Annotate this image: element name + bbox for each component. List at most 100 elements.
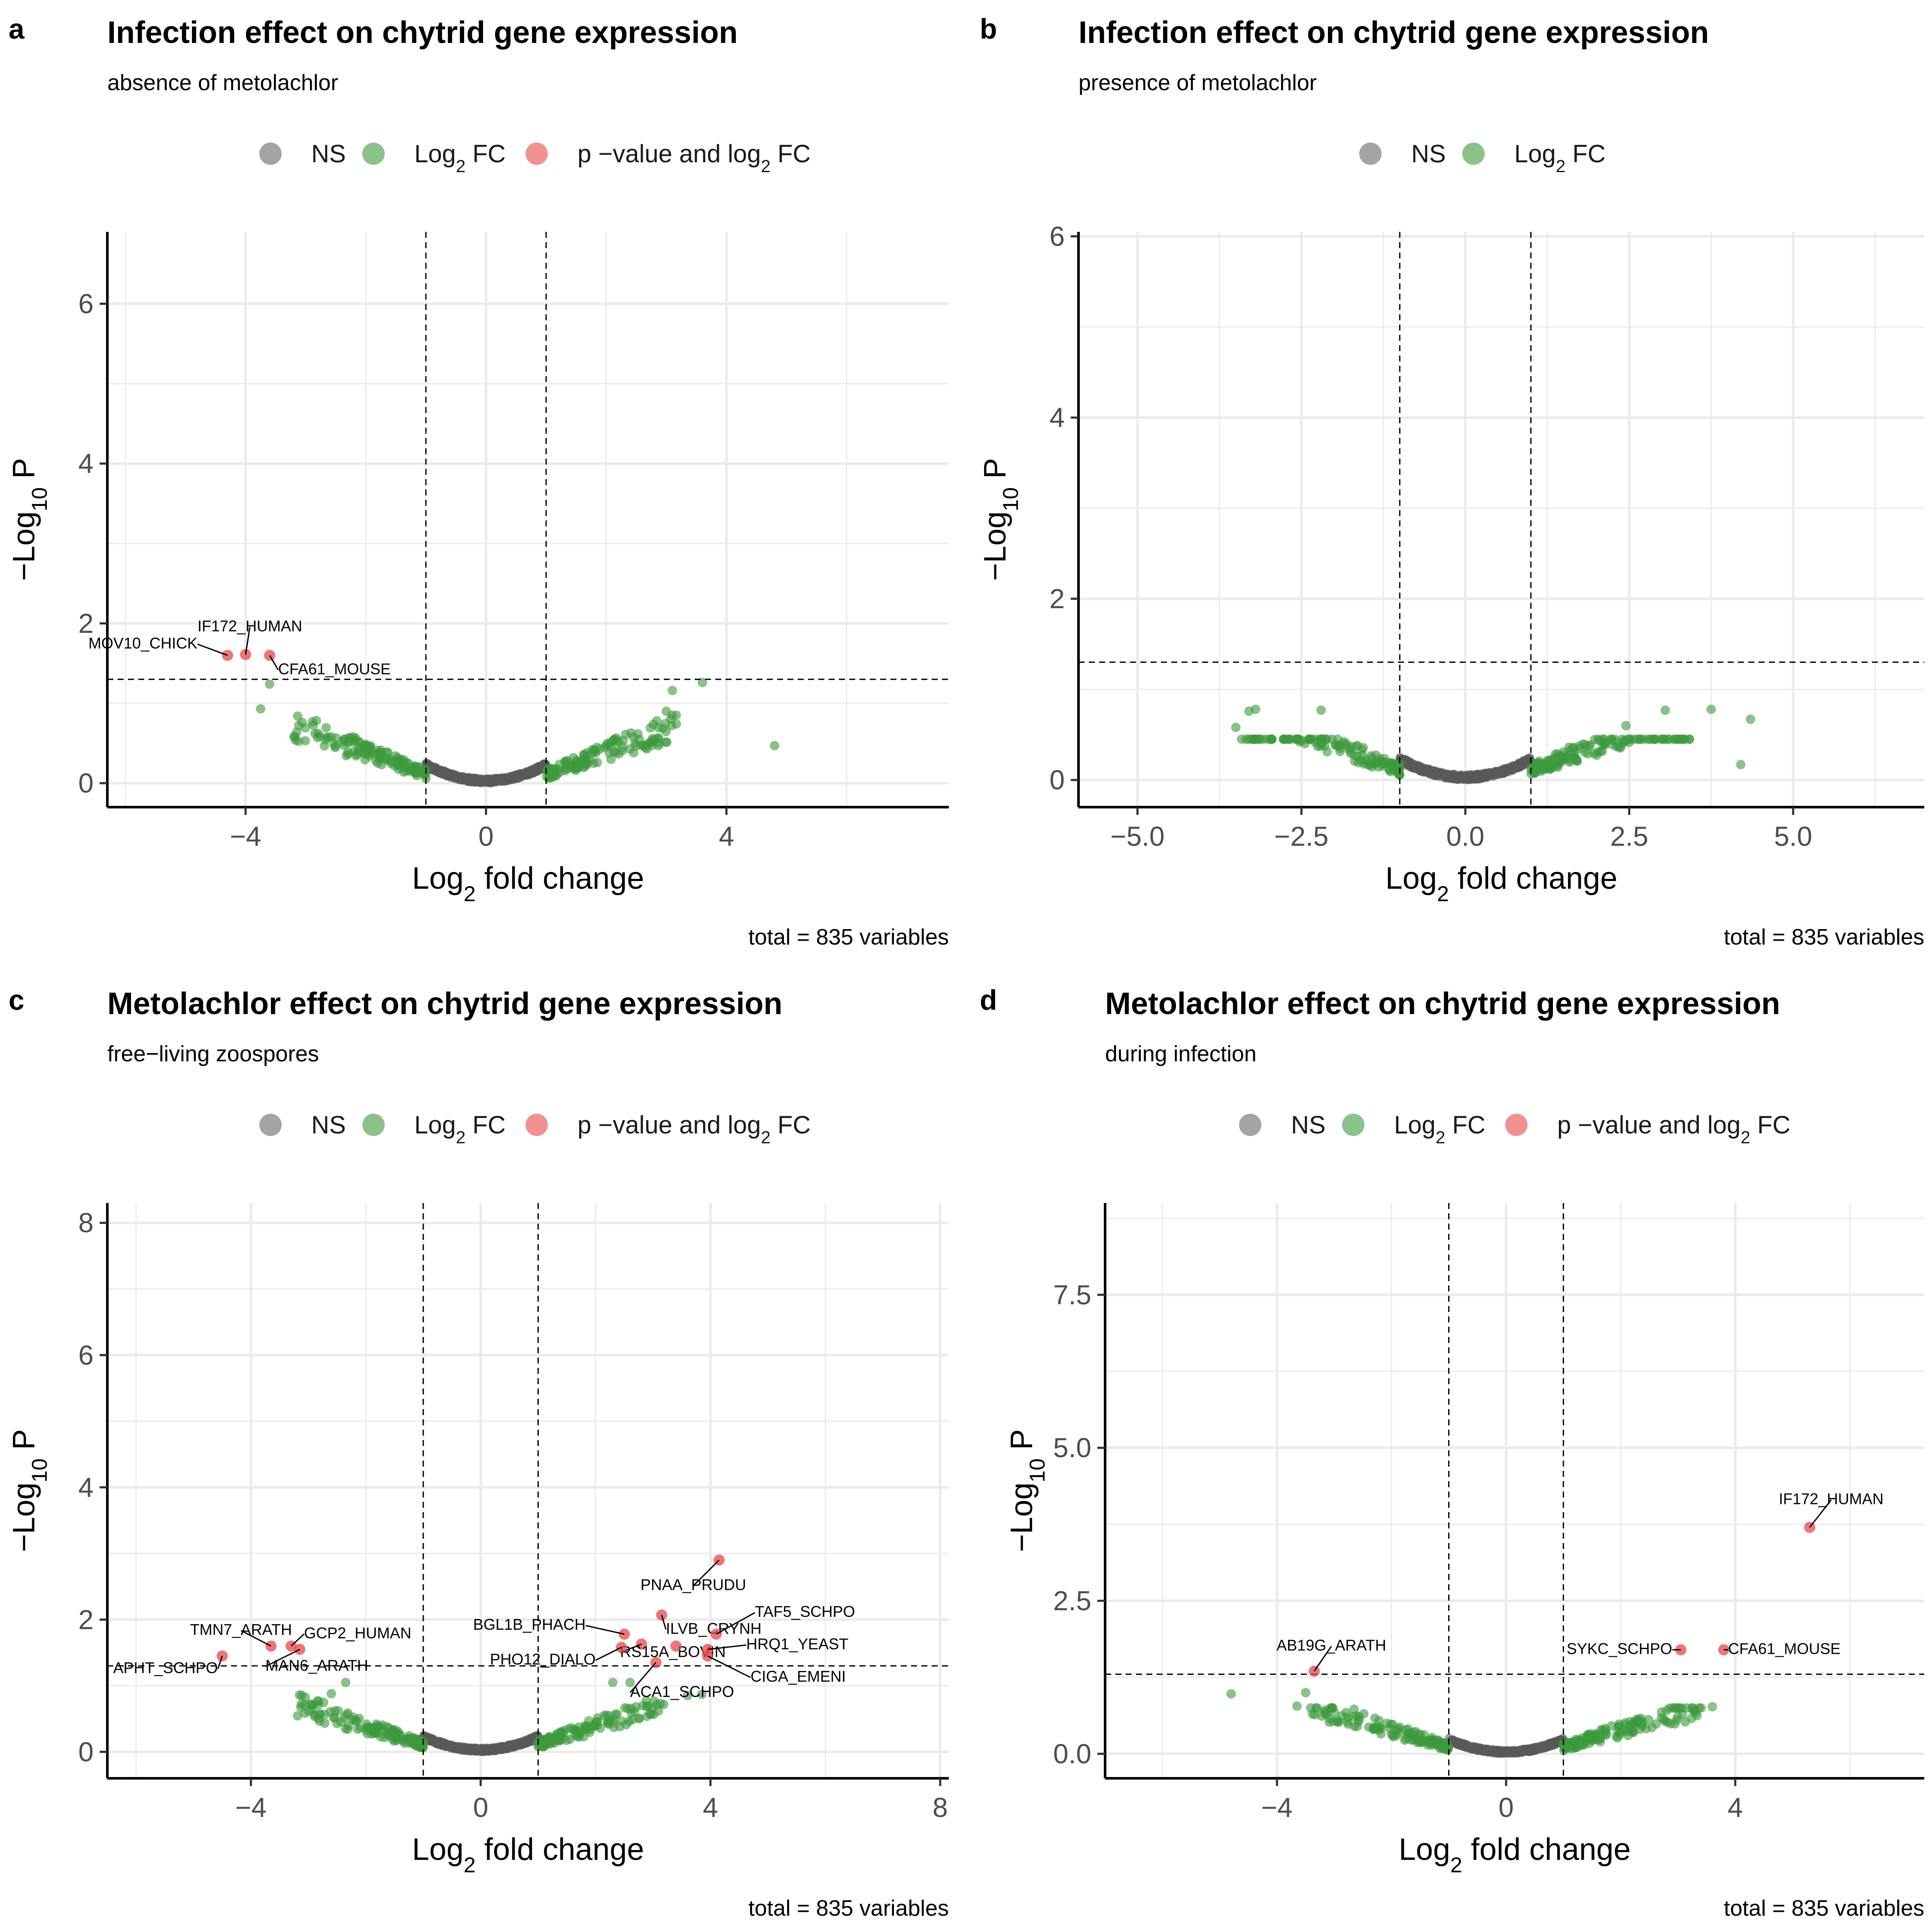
label-connector	[595, 1646, 622, 1661]
legend-swatch-fc	[362, 1114, 385, 1136]
point-fc	[1564, 757, 1574, 767]
caption: total = 835 variables	[1724, 1896, 1924, 1921]
point-ns	[497, 774, 506, 783]
point-fc	[633, 729, 643, 739]
point-ns	[1449, 769, 1458, 778]
point-fc	[1374, 1716, 1384, 1725]
gene-label: CIGA_EMENI	[750, 1668, 846, 1685]
point-fc	[313, 1696, 323, 1706]
point-fc	[1341, 1707, 1351, 1717]
point-ns	[1477, 1746, 1486, 1755]
legend-swatch-ns	[1359, 143, 1382, 165]
x-axis-title: Log2 fold change	[1399, 1832, 1631, 1877]
points	[1226, 1688, 1717, 1758]
point-fc	[1673, 1711, 1683, 1721]
x-axis-title: Log2 fold change	[1385, 861, 1617, 906]
point-fc	[1318, 734, 1328, 744]
point-ns	[483, 1746, 492, 1755]
grid	[1105, 1203, 1924, 1778]
point-fc	[1408, 1727, 1418, 1737]
point-ns	[1513, 761, 1522, 770]
point-fc	[375, 747, 385, 757]
point-fc	[1625, 734, 1635, 744]
panel-letter: b	[980, 13, 997, 45]
point-fc	[1649, 734, 1659, 744]
point-fc	[1382, 1718, 1392, 1728]
y-axis-title: −Log10 P	[7, 458, 52, 581]
point-fc	[1226, 1689, 1236, 1699]
point-fc	[1324, 1713, 1334, 1723]
point-fc	[407, 765, 417, 775]
point-fc	[599, 1711, 609, 1721]
panel-title: Infection effect on chytrid gene express…	[1078, 15, 1709, 50]
point-fc	[295, 1690, 304, 1700]
legend-label-ns: NS	[1411, 140, 1446, 168]
points	[1231, 705, 1756, 784]
point-fc	[1311, 1703, 1321, 1713]
point-fc	[1530, 761, 1540, 771]
point-fc	[579, 1732, 589, 1742]
point-fc	[361, 741, 371, 750]
x-axis-title: Log2 fold change	[412, 1832, 644, 1877]
grid	[107, 232, 949, 807]
label-connector	[629, 1662, 656, 1693]
point-fc	[1425, 1735, 1434, 1745]
point-fc	[1537, 765, 1547, 775]
point-fc	[595, 1723, 605, 1733]
x-tick-label: 5.0	[1774, 821, 1812, 852]
legend-swatch-both	[526, 1114, 548, 1136]
point-fc	[341, 1677, 351, 1687]
point-fc	[573, 763, 583, 773]
point-fc	[1561, 1744, 1571, 1753]
point-fc	[602, 741, 612, 750]
y-tick-label: 2	[78, 608, 94, 639]
point-fc	[1736, 759, 1746, 769]
point-fc	[300, 736, 310, 746]
significant: APHT_SCHPO TMN7_ARATH GCP2_HUMAN MAN6_ARATH…	[113, 1554, 855, 1700]
cutoffs	[107, 232, 949, 807]
point-ns	[471, 778, 480, 787]
point-ns	[1454, 775, 1463, 784]
point-ns	[1404, 759, 1413, 768]
point-ns	[1505, 1747, 1514, 1756]
x-tick-label: 4	[1728, 1792, 1743, 1823]
label-connector	[1809, 1499, 1832, 1528]
point-fc	[332, 1719, 342, 1728]
point-ns	[1472, 775, 1481, 784]
point-fc	[1394, 760, 1404, 770]
y-tick-label: 2.5	[1053, 1586, 1091, 1616]
x-tick-label: 0	[1498, 1792, 1514, 1823]
point-fc	[639, 741, 649, 750]
point-fc	[1353, 1716, 1363, 1726]
point-ns	[455, 775, 464, 784]
point-fc	[292, 727, 302, 737]
legend-label-fc: Log2 FC	[414, 1111, 506, 1147]
grid	[107, 1203, 949, 1778]
legend-label-ns: NS	[311, 1111, 346, 1139]
y-tick-label: 2	[1049, 583, 1065, 614]
gene-label: CFA61_MOUSE	[278, 660, 391, 677]
panel-subtitle: presence of metolachlor	[1078, 70, 1317, 95]
point-ns	[464, 773, 473, 782]
point-fc	[1401, 1725, 1411, 1735]
point-fc	[634, 1713, 644, 1723]
cutoffs	[107, 1203, 949, 1778]
point-fc	[1601, 1729, 1611, 1739]
caption: total = 835 variables	[748, 1896, 949, 1921]
point-ns	[1519, 1746, 1528, 1755]
y-tick-label: 4	[1049, 402, 1065, 433]
legend: NS Log2 FC p −value and log2 FC	[259, 1111, 811, 1147]
label-connector	[269, 655, 279, 671]
x-tick-label: −2.5	[1274, 821, 1328, 852]
point-fc	[355, 1723, 365, 1733]
point-fc	[1231, 723, 1241, 732]
point-ns	[1463, 775, 1472, 784]
point-fc	[697, 1689, 707, 1699]
point-fc	[1674, 1703, 1683, 1713]
x-tick-label: 2.5	[1610, 821, 1648, 852]
y-axis-title: −Log10 P	[978, 458, 1023, 581]
point-fc	[649, 1696, 659, 1706]
grid	[1078, 232, 1924, 807]
legend-swatch-fc	[1342, 1114, 1364, 1136]
point-fc	[1300, 1688, 1310, 1698]
